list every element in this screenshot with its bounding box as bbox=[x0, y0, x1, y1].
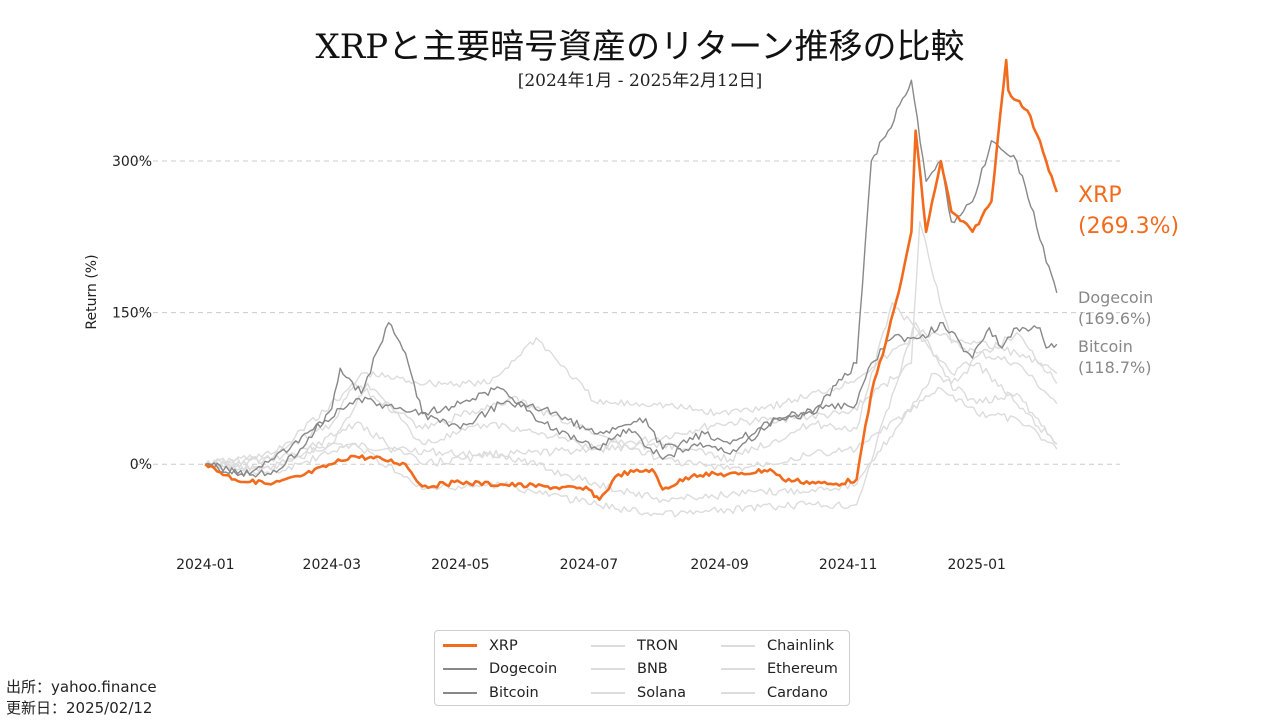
series-line-ethereum bbox=[204, 382, 1058, 472]
end-labels: XRP (269.3%) Dogecoin (169.6%) Bitcoin (118.7… bbox=[1078, 183, 1179, 377]
legend-item-bnb: BNB bbox=[591, 658, 721, 682]
legend-label: Ethereum bbox=[767, 661, 838, 678]
legend-item-solana: Solana bbox=[591, 681, 721, 705]
legend-label: BNB bbox=[637, 661, 668, 678]
legend-swatch bbox=[443, 668, 477, 671]
chart-subtitle: [2024年1月 - 2025年2月12日] bbox=[518, 71, 763, 91]
legend-swatch bbox=[591, 644, 625, 647]
series-line-chainlink bbox=[205, 372, 1058, 503]
end-value-bitcoin: (118.7%) bbox=[1078, 358, 1152, 377]
series-line-bnb bbox=[204, 329, 1058, 467]
legend-swatch bbox=[721, 691, 755, 694]
end-label-dogecoin: Dogecoin bbox=[1078, 288, 1153, 307]
series-line-tron bbox=[204, 221, 1058, 468]
legend-item-cardano: Cardano bbox=[721, 681, 851, 705]
legend-swatch bbox=[591, 668, 625, 671]
grid-lines bbox=[135, 160, 1120, 465]
legend-item-ethereum: Ethereum bbox=[721, 658, 851, 682]
series-line-bitcoin bbox=[205, 322, 1058, 477]
legend-label: Solana bbox=[637, 684, 687, 701]
end-label-bitcoin: Bitcoin bbox=[1078, 337, 1133, 356]
legend-label: Cardano bbox=[767, 684, 828, 701]
end-value-dogecoin: (169.6%) bbox=[1078, 309, 1152, 328]
x-tick-label: 2024-03 bbox=[303, 557, 362, 573]
x-tick-label: 2025-01 bbox=[947, 557, 1006, 573]
source-line: 出所：yahoo.finance bbox=[6, 678, 157, 696]
y-axis-label: Return (%) bbox=[84, 254, 100, 329]
legend-swatch bbox=[443, 691, 477, 694]
legend-label: Bitcoin bbox=[489, 684, 539, 701]
end-value-xrp: (269.3%) bbox=[1078, 214, 1179, 239]
y-tick-label: 150% bbox=[112, 306, 152, 322]
legend-swatch bbox=[443, 644, 477, 648]
y-axis-ticks: 0% 150% 300% bbox=[112, 154, 152, 473]
end-label-xrp: XRP bbox=[1078, 183, 1122, 208]
legend-item-dogecoin: Dogecoin bbox=[443, 658, 591, 682]
x-tick-label: 2024-05 bbox=[431, 557, 490, 573]
x-tick-label: 2024-07 bbox=[560, 557, 619, 573]
legend-label: Dogecoin bbox=[489, 661, 558, 678]
legend-item-tron: TRON bbox=[591, 634, 721, 658]
legend-swatch bbox=[721, 644, 755, 647]
x-axis-ticks: 2024-01 2024-03 2024-05 2024-07 2024-09 2024-… bbox=[176, 557, 1006, 573]
legend-item-chainlink: Chainlink bbox=[721, 634, 851, 658]
update-date-line: 更新日：2025/02/12 bbox=[6, 699, 153, 717]
legend-label: Chainlink bbox=[767, 637, 835, 654]
x-tick-label: 2024-01 bbox=[176, 557, 235, 573]
legend-label: TRON bbox=[637, 637, 679, 654]
legend-swatch bbox=[591, 691, 625, 694]
series-line-dogecoin bbox=[205, 79, 1058, 478]
chart-title: XRPと主要暗号資産のリターン推移の比較 bbox=[316, 27, 965, 67]
series-lines bbox=[204, 58, 1059, 518]
y-tick-label: 0% bbox=[130, 457, 152, 473]
x-tick-label: 2024-09 bbox=[690, 557, 749, 573]
y-tick-label: 300% bbox=[112, 154, 152, 170]
legend-label: XRP bbox=[489, 637, 518, 654]
series-line-solana bbox=[205, 301, 1058, 472]
series-line-cardano bbox=[204, 322, 1058, 518]
series-line-xrp bbox=[204, 58, 1059, 501]
legend-item-bitcoin: Bitcoin bbox=[443, 681, 591, 705]
legend-item-xrp: XRP bbox=[443, 634, 591, 658]
source-note: 出所：yahoo.finance 更新日：2025/02/12 bbox=[6, 677, 157, 719]
legend-swatch bbox=[721, 668, 755, 671]
legend: XRP Dogecoin Bitcoin TRON BNB Solana Chainlink… bbox=[434, 630, 850, 706]
x-tick-label: 2024-11 bbox=[819, 557, 878, 573]
